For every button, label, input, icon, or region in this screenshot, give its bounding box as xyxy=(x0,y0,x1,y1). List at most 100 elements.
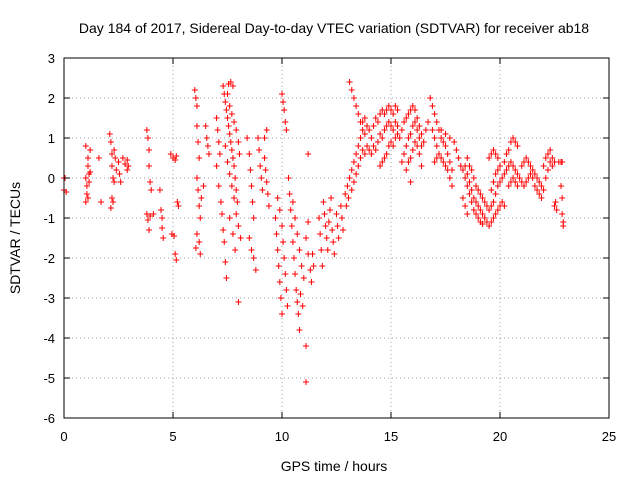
data-point xyxy=(377,131,384,137)
data-point xyxy=(494,207,501,213)
data-point xyxy=(559,159,566,165)
data-point xyxy=(249,199,256,205)
data-point xyxy=(124,167,131,173)
data-point xyxy=(473,199,480,205)
data-point xyxy=(82,143,89,149)
x-axis-label: GPS time / hours xyxy=(281,458,388,474)
data-point xyxy=(499,175,506,181)
data-point xyxy=(220,83,227,89)
data-point xyxy=(305,219,312,225)
data-point xyxy=(277,295,284,301)
data-point xyxy=(394,131,401,137)
data-point xyxy=(451,139,458,145)
data-point xyxy=(257,163,264,169)
data-point xyxy=(514,171,521,177)
data-point xyxy=(527,163,534,169)
data-point xyxy=(551,203,558,209)
data-point xyxy=(529,167,536,173)
data-point xyxy=(255,135,262,141)
data-point xyxy=(540,187,547,193)
data-point xyxy=(409,147,416,153)
data-point xyxy=(392,103,399,109)
data-point xyxy=(361,151,368,157)
data-point xyxy=(468,187,475,193)
data-point xyxy=(261,155,268,161)
data-point xyxy=(374,119,381,125)
data-point xyxy=(276,279,283,285)
data-point xyxy=(553,207,560,213)
data-point xyxy=(83,191,90,197)
data-point xyxy=(281,107,288,113)
data-point xyxy=(252,267,259,273)
data-point xyxy=(559,211,566,217)
data-point xyxy=(265,203,272,209)
data-point xyxy=(325,219,332,225)
data-point xyxy=(335,235,342,241)
data-point xyxy=(346,79,353,85)
data-point xyxy=(283,127,290,133)
data-point xyxy=(512,139,519,145)
data-point xyxy=(422,127,429,133)
data-point xyxy=(464,183,471,189)
data-point xyxy=(302,235,309,241)
data-point xyxy=(503,167,510,173)
data-point xyxy=(279,311,285,317)
data-point xyxy=(425,119,432,125)
data-point xyxy=(431,111,438,117)
data-point xyxy=(146,163,153,169)
data-point xyxy=(274,195,281,201)
data-point xyxy=(381,155,388,161)
data-point xyxy=(146,227,153,233)
data-point xyxy=(318,247,325,253)
data-point xyxy=(227,139,234,145)
data-point xyxy=(350,159,357,165)
data-point xyxy=(337,203,344,209)
data-point xyxy=(195,139,202,145)
data-point xyxy=(330,239,337,245)
data-point xyxy=(191,87,198,93)
data-point xyxy=(409,103,416,109)
data-point xyxy=(263,127,270,133)
data-point xyxy=(222,259,229,265)
data-point xyxy=(459,167,466,173)
data-point xyxy=(175,203,182,209)
data-point xyxy=(427,95,434,101)
data-point xyxy=(523,179,530,185)
data-point xyxy=(534,187,541,193)
data-point xyxy=(229,155,236,161)
data-point xyxy=(464,171,471,177)
data-point xyxy=(284,303,291,309)
data-point xyxy=(115,159,122,165)
data-point xyxy=(222,99,229,105)
data-point xyxy=(295,311,302,317)
data-point xyxy=(479,221,486,227)
data-point xyxy=(366,147,373,153)
data-point xyxy=(525,159,532,165)
data-point xyxy=(302,343,309,349)
data-point xyxy=(411,107,418,113)
data-point xyxy=(466,179,473,185)
data-point xyxy=(490,199,497,205)
data-point xyxy=(308,279,315,285)
data-point xyxy=(490,215,497,221)
data-point xyxy=(520,183,527,189)
data-point xyxy=(342,191,349,197)
data-point xyxy=(488,187,495,193)
data-point xyxy=(283,287,290,293)
data-point xyxy=(370,123,377,129)
data-point xyxy=(486,155,493,161)
data-point xyxy=(446,135,453,141)
data-point xyxy=(488,203,495,209)
data-point xyxy=(390,111,397,117)
data-point xyxy=(340,227,347,233)
data-point xyxy=(233,127,240,133)
data-point xyxy=(174,199,181,205)
data-point xyxy=(361,115,368,121)
data-point xyxy=(418,163,425,169)
data-point xyxy=(364,143,371,149)
data-point xyxy=(514,143,521,149)
data-point xyxy=(279,223,285,229)
data-point xyxy=(226,103,233,109)
data-point xyxy=(223,107,230,113)
data-point xyxy=(221,239,228,245)
